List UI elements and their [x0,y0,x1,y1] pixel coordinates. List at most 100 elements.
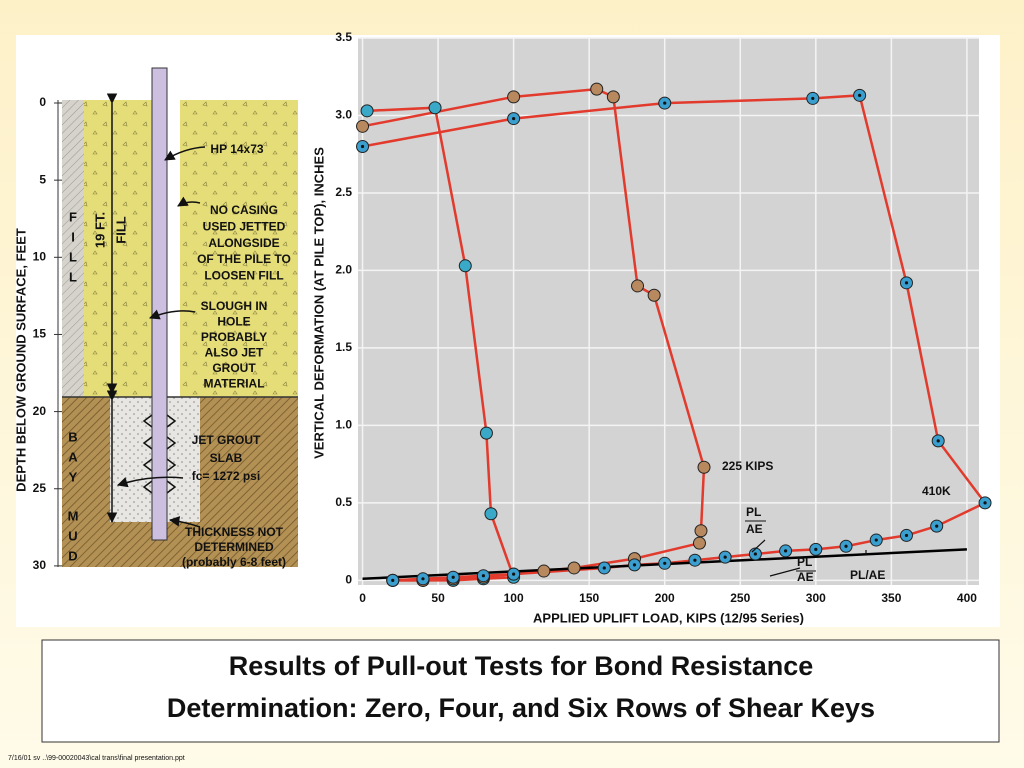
layer-letter: U [68,528,77,543]
note-line: GROUT [212,361,256,375]
marker-dot [753,552,757,556]
x-tick-label: 300 [806,591,826,605]
depth-tick-label: 10 [33,249,47,263]
caption-line: Determination: Zero, Four, and Six Rows … [167,693,875,723]
marker [697,460,711,474]
marker [356,119,370,133]
soil-profile: 0 5 10 15 20 25 30 DEPTH BELOW GROUND SURFACE, … [13,67,298,572]
caption-box [41,639,1000,743]
annotation-leaders [751,539,867,577]
fill-height-label: 19 FT. [92,212,107,248]
marker [360,104,374,118]
note-line: NO CASING [210,203,278,217]
note-line: PROBABLY [201,330,267,344]
x-tick-label: 350 [881,591,901,605]
layer-letter: M [68,508,79,523]
marker-dot [783,549,788,553]
x-axis-label: APPLIED UPLIFT LOAD, KIPS (12/95 Series) [533,610,804,625]
annotation: 410K [922,484,951,498]
marker-dot [512,572,516,576]
marker-dot [811,96,815,101]
x-tick-label: 0 [359,591,366,605]
leader [177,196,201,207]
depth-tick-label: 0 [39,95,46,109]
marker-dot [904,281,909,285]
annotation: AE [797,570,814,584]
marker-dot [663,561,667,565]
annotation: PL/AE [850,568,885,582]
marker-dot [663,101,667,105]
plot [356,82,992,587]
marker-dot [602,566,606,570]
annotation: 225 KIPS [722,459,773,473]
marker-dot [844,544,848,548]
marker [484,507,498,521]
footer: 7/16/01 sv ..\99-00020043\cal trans\fina… [8,755,185,762]
marker-dot [936,439,940,443]
marker-dot [874,538,878,542]
fill-layer [84,100,152,397]
marker [458,259,472,273]
marker [507,90,521,104]
depth-axis-label: DEPTH BELOW GROUND SURFACE, FEET [13,228,28,492]
pile [151,67,168,541]
note-line: THICKNESS NOT [185,525,284,539]
layer-letter: B [68,429,77,444]
depth-tick-label: 20 [33,404,47,418]
marker [631,279,645,293]
layer-letter: D [68,548,77,563]
marker [537,564,551,578]
marker-dot [814,547,818,551]
y-tick-label: 0.5 [335,495,352,509]
y-tick-label: 1.0 [335,418,352,432]
depth-tick-label: 5 [39,172,46,186]
marker-dot [935,524,939,528]
layer-letter: F [69,209,77,224]
marker [692,536,706,550]
fill-layer [180,100,298,397]
marker-dot [360,144,365,149]
leader [149,309,196,320]
layer-letter: L [69,269,77,284]
marker-dot [391,578,395,582]
marker-dot [632,563,637,567]
y-tick-label: 2.5 [335,185,352,199]
marker [647,288,661,302]
marker [694,524,708,538]
leader [168,516,201,528]
shear-keys [142,414,177,494]
marker [479,426,493,440]
note-line: HOLE [217,315,250,329]
note-line: (probably 6-8 feet) [182,555,286,569]
layer-letter: L [69,249,77,264]
marker [428,101,442,115]
marker [567,561,581,575]
marker-dot [858,93,862,97]
depth-tick-label: 25 [33,481,47,495]
y-tick-label: 0 [345,573,352,587]
note-line: SLAB [210,451,243,465]
y-tick-label: 3.5 [335,30,352,44]
leader [164,146,206,161]
fill-strip [62,100,84,397]
x-tick-label: 50 [431,591,445,605]
note-line: ALONGSIDE [208,236,279,250]
y-tick-label: 1.5 [335,340,352,354]
marker [606,90,620,104]
layer-letter: A [68,449,78,464]
note-line: LOOSEN FILL [204,268,283,282]
labels: 0 0.5 1.0 1.5 2.0 2.5 3.0 3.5 0 50 100 150 200 250 300… [311,30,977,625]
y-tick-label: 2.0 [335,263,352,277]
marker-dot [451,575,455,579]
depth-tick-label: 15 [33,327,47,341]
marker-dot [481,574,486,578]
x-tick-label: 200 [655,591,675,605]
marker-dot [904,533,909,538]
note-line: fc= 1272 psi [192,469,260,483]
note-line: USED JETTED [203,219,286,233]
marker-dot [723,555,727,559]
annotation: PL [746,505,761,519]
note-line: MATERIAL [203,377,264,391]
pile-label: HP 14x73 [210,142,263,156]
